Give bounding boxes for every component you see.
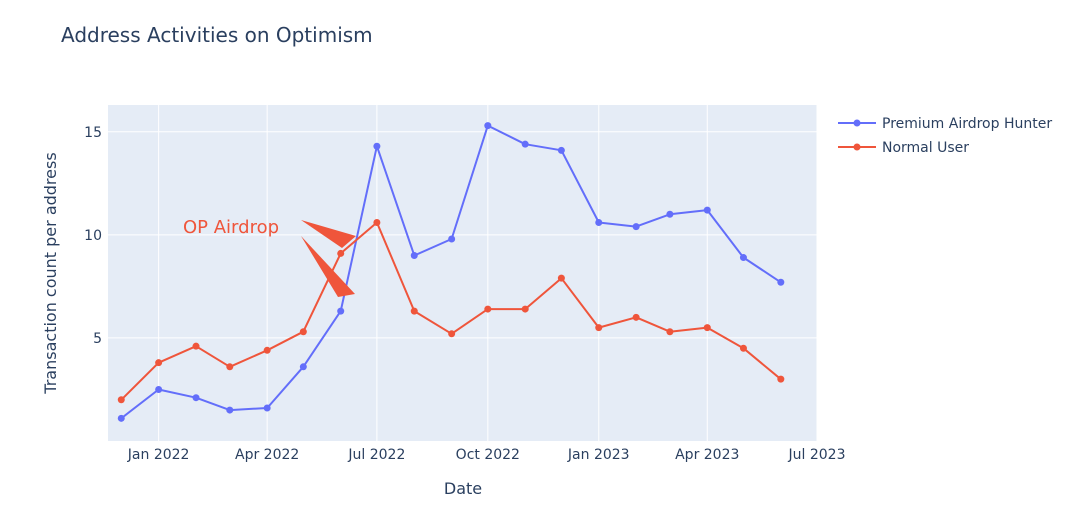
y-tick-label: 10 — [84, 228, 102, 244]
data-point[interactable] — [703, 206, 711, 214]
legend-item-label[interactable]: Normal User — [882, 140, 969, 156]
data-point[interactable] — [484, 305, 492, 313]
annotation-arrow-upper — [301, 220, 356, 248]
plot-area — [108, 105, 817, 441]
x-tick-label: Jan 2022 — [127, 447, 190, 463]
data-point[interactable] — [632, 223, 640, 231]
annotation-label: OP Airdrop — [183, 217, 279, 238]
data-point[interactable] — [410, 251, 418, 259]
data-point[interactable] — [521, 305, 529, 313]
x-tick-label: Oct 2022 — [456, 447, 520, 463]
data-point[interactable] — [337, 307, 345, 315]
series-group — [117, 122, 785, 422]
x-tick-label: Apr 2023 — [675, 447, 739, 463]
data-point[interactable] — [410, 307, 418, 315]
data-point[interactable] — [299, 363, 307, 371]
x-tick-label: Jul 2022 — [347, 447, 405, 463]
data-point[interactable] — [703, 324, 711, 332]
x-tick-label: Jul 2023 — [788, 447, 846, 463]
x-axis-ticks: Jan 2022 Apr 2022 Jul 2022 Oct 2022 Jan 2023… — [127, 447, 846, 463]
data-point[interactable] — [557, 146, 565, 154]
x-tick-label: Jan 2023 — [567, 447, 630, 463]
legend-swatch-marker — [853, 119, 861, 127]
data-point[interactable] — [666, 210, 674, 218]
annotation-arrow-lower — [301, 236, 355, 297]
x-tick-label: Apr 2022 — [235, 447, 299, 463]
data-point[interactable] — [484, 122, 492, 130]
data-point[interactable] — [595, 324, 603, 332]
data-point[interactable] — [263, 404, 271, 412]
legend[interactable]: Premium Airdrop Hunter Normal User — [838, 116, 1052, 156]
data-point[interactable] — [226, 363, 234, 371]
legend-item-label[interactable]: Premium Airdrop Hunter — [882, 116, 1052, 132]
data-point[interactable] — [739, 344, 747, 352]
y-tick-label: 5 — [93, 331, 102, 347]
data-point[interactable] — [739, 254, 747, 262]
data-point[interactable] — [557, 274, 565, 282]
y-axis-ticks: 5 10 15 — [84, 125, 102, 347]
y-tick-label: 15 — [84, 125, 102, 141]
data-point[interactable] — [117, 414, 125, 422]
data-point[interactable] — [777, 375, 785, 383]
data-point[interactable] — [521, 140, 529, 148]
data-point[interactable] — [192, 342, 200, 350]
chart-title: Address Activities on Optimism — [61, 23, 373, 47]
data-point[interactable] — [155, 385, 163, 393]
data-point[interactable] — [263, 346, 271, 354]
grid — [108, 105, 818, 441]
data-point[interactable] — [373, 218, 381, 226]
data-point[interactable] — [666, 328, 674, 336]
data-point[interactable] — [192, 394, 200, 402]
data-point[interactable] — [337, 249, 345, 257]
data-point[interactable] — [777, 278, 785, 286]
op-airdrop-annotation: OP Airdrop — [183, 217, 356, 297]
data-point[interactable] — [448, 235, 456, 243]
data-point[interactable] — [595, 218, 603, 226]
data-point[interactable] — [632, 313, 640, 321]
legend-swatch-marker — [853, 143, 861, 151]
data-point[interactable] — [226, 406, 234, 414]
y-axis-label: Transaction count per address — [41, 152, 60, 394]
data-point[interactable] — [448, 330, 456, 338]
data-point[interactable] — [299, 328, 307, 336]
x-axis-label: Date — [444, 479, 482, 498]
data-point[interactable] — [117, 396, 125, 404]
data-point[interactable] — [373, 142, 381, 150]
data-point[interactable] — [155, 359, 163, 367]
